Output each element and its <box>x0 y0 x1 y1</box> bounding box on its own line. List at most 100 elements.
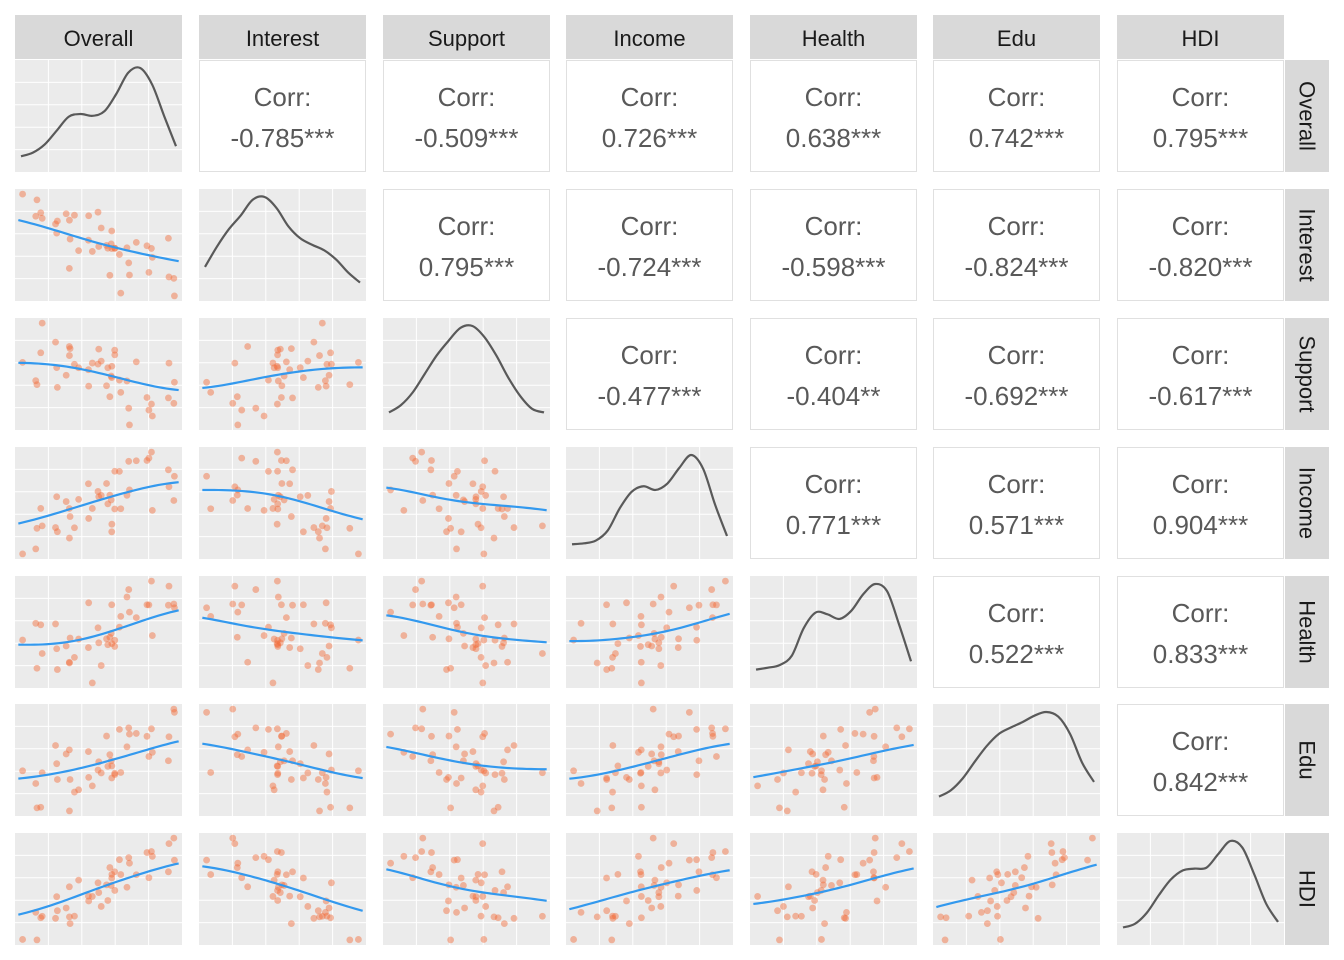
scatter-point <box>539 650 546 657</box>
scatter-point <box>322 773 330 781</box>
scatter-point <box>304 903 312 910</box>
panel-health-support <box>383 576 550 688</box>
scatter-point <box>637 782 645 790</box>
scatter-point <box>821 776 828 783</box>
scatter-point <box>837 856 845 864</box>
scatter-point <box>655 760 663 768</box>
scatter-point <box>37 621 45 629</box>
scatter-point <box>287 776 295 783</box>
scatter-point <box>461 904 468 912</box>
scatter-point <box>52 914 59 922</box>
scatter-point <box>260 507 268 514</box>
corr-label: Corr: <box>1172 82 1230 112</box>
scatter-point <box>85 748 92 755</box>
corr-value: -0.477*** <box>597 381 701 411</box>
scatter-point <box>53 217 61 225</box>
scatter-point <box>500 776 508 783</box>
scatter-point <box>165 273 173 281</box>
scatter-point <box>85 644 92 651</box>
scatter-point <box>472 635 480 643</box>
scatter-panel-bg <box>15 447 182 559</box>
corr-panel-bg <box>566 60 733 172</box>
density-curve-health <box>755 582 913 671</box>
smooth-line <box>386 745 547 771</box>
scatter-point <box>428 849 435 856</box>
scatter-point <box>785 746 792 754</box>
scatter-point <box>490 807 498 815</box>
scatter-point <box>286 366 294 374</box>
scatter-point <box>866 856 874 864</box>
scatter-point <box>477 912 485 920</box>
scatter-point <box>126 421 133 429</box>
scatter-point <box>472 493 480 501</box>
corr-value: -0.724*** <box>597 252 701 282</box>
scatter-point <box>97 492 105 499</box>
scatter-point <box>274 743 282 751</box>
scatter-point <box>273 400 281 408</box>
column-strip-overall: Overall <box>15 15 182 59</box>
corr-value: -0.785*** <box>230 123 334 153</box>
scatter-point <box>809 750 817 758</box>
scatter-point <box>238 454 246 462</box>
scatter-point <box>316 807 323 815</box>
scatter-point <box>53 645 61 653</box>
panel-edu-overall <box>15 704 182 816</box>
row-label: Health <box>1295 600 1320 664</box>
scatter-point <box>314 528 322 536</box>
scatter-point <box>38 522 46 530</box>
scatter-point <box>310 338 318 346</box>
scatter-point <box>117 871 125 878</box>
scatter-point <box>71 653 78 661</box>
scatter-point <box>1048 849 1056 856</box>
scatter-point <box>274 887 281 894</box>
scatter-point <box>274 351 281 359</box>
scatter-point <box>783 807 791 815</box>
scatter-point <box>570 936 577 943</box>
scatter-point <box>145 874 153 882</box>
corr-label: Corr: <box>988 82 1046 112</box>
scatter-point <box>65 343 73 350</box>
row-label: Income <box>1295 467 1320 539</box>
scatter-point <box>327 621 334 629</box>
scatter-point <box>104 500 112 508</box>
scatter-point <box>987 897 995 905</box>
scatter-point <box>412 854 419 862</box>
column-strip-income: Income <box>566 15 733 59</box>
smooth-line <box>569 742 730 780</box>
scatter-point <box>871 705 879 713</box>
scatter-point <box>148 577 155 585</box>
scatter-point <box>265 467 272 475</box>
scatter-point <box>252 854 260 862</box>
scatter-point <box>685 856 693 864</box>
corr-panel-bg <box>933 189 1100 301</box>
corr-value: -0.404** <box>787 381 881 411</box>
scatter-point <box>106 271 114 279</box>
scatter-point <box>472 876 480 884</box>
scatter-point <box>66 634 74 642</box>
scatter-point <box>453 908 460 916</box>
scatter-point <box>270 786 278 794</box>
scatter-point <box>53 493 61 501</box>
scatter-point <box>238 874 246 882</box>
scatter-point <box>450 472 458 480</box>
scatter-point <box>274 364 282 372</box>
scatter-point <box>623 897 630 905</box>
scatter-point <box>603 776 611 783</box>
scatter-point <box>71 524 78 532</box>
row-label: Edu <box>1295 740 1320 779</box>
scatter-point <box>500 920 508 927</box>
scatter-point <box>148 852 156 860</box>
scatter-point <box>450 856 458 864</box>
scatter-point <box>116 467 123 475</box>
smooth-line <box>569 612 730 643</box>
scatter-point <box>722 577 729 585</box>
scatter-point <box>85 892 92 900</box>
scatter-point <box>274 593 282 601</box>
scatter-point <box>577 908 585 916</box>
scatter-point <box>853 871 861 878</box>
scatter-point <box>123 593 131 601</box>
scatter-point <box>171 472 178 480</box>
scatter-point <box>637 769 645 776</box>
scatter-point <box>709 730 716 737</box>
scatter-point <box>32 619 40 627</box>
